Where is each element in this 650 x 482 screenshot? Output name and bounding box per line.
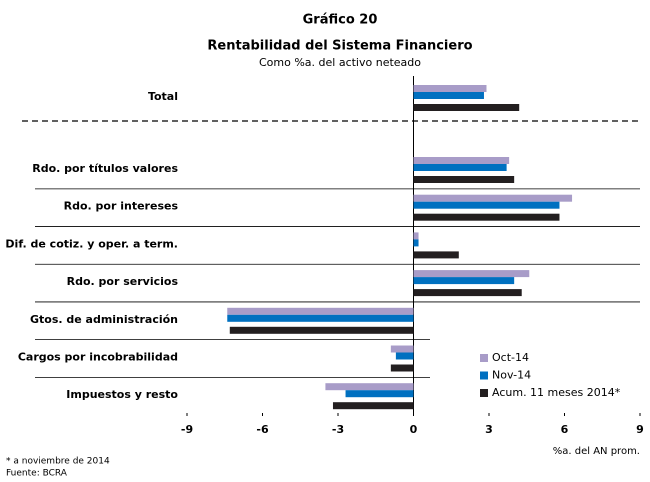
category-label: Gtos. de administración xyxy=(30,313,178,326)
bar xyxy=(413,289,522,297)
x-tick-label: 0 xyxy=(410,423,418,436)
legend-swatch xyxy=(480,389,488,397)
category-label: Total xyxy=(148,90,178,103)
category-label: Rdo. por servicios xyxy=(67,275,179,288)
category-label: Rdo. por títulos valores xyxy=(32,162,178,175)
bar xyxy=(395,352,414,360)
bar xyxy=(229,326,414,334)
bar xyxy=(413,277,515,285)
bar xyxy=(413,251,459,259)
x-tick-label: -9 xyxy=(181,423,193,436)
x-axis-label: %a. del AN prom. xyxy=(553,446,640,457)
footnote: Fuente: BCRA xyxy=(6,469,68,479)
bar xyxy=(413,239,419,247)
legend-label: Acum. 11 meses 2014* xyxy=(492,386,621,399)
chart-title: Gráfico 20 xyxy=(303,13,378,28)
x-tick-label: 9 xyxy=(636,423,644,436)
x-tick-label: -6 xyxy=(256,423,269,436)
bar xyxy=(413,232,419,240)
legend-swatch xyxy=(480,354,488,362)
unit-note: Como %a. del activo neteado xyxy=(259,56,421,69)
category-label: Dif. de cotiz. y oper. a term. xyxy=(5,237,178,250)
category-label: Impuestos y resto xyxy=(66,388,178,401)
bar xyxy=(413,85,487,92)
bar xyxy=(413,92,484,99)
footnote: * a noviembre de 2014 xyxy=(6,457,110,467)
bar xyxy=(390,364,414,372)
bar xyxy=(325,383,414,391)
bar xyxy=(390,345,414,353)
bar xyxy=(227,307,414,315)
x-tick-label: 3 xyxy=(485,423,493,436)
bar xyxy=(413,194,573,202)
x-tick-label: 6 xyxy=(561,423,569,436)
bar xyxy=(413,270,530,278)
chart-subtitle: Rentabilidad del Sistema Financiero xyxy=(207,39,472,54)
bar xyxy=(413,213,560,221)
x-tick-label: -3 xyxy=(332,423,344,436)
category-label: Rdo. por intereses xyxy=(64,200,179,213)
category-label: Cargos por incobrabilidad xyxy=(18,351,178,364)
bar xyxy=(332,402,414,410)
bar xyxy=(227,314,414,322)
bar xyxy=(413,176,515,183)
bar xyxy=(413,157,510,164)
legend-label: Nov-14 xyxy=(492,369,531,382)
bar xyxy=(345,390,414,398)
bar xyxy=(413,104,520,111)
legend-label: Oct-14 xyxy=(492,351,529,364)
bar xyxy=(413,201,560,209)
bar xyxy=(413,164,507,171)
legend-swatch xyxy=(480,371,488,380)
